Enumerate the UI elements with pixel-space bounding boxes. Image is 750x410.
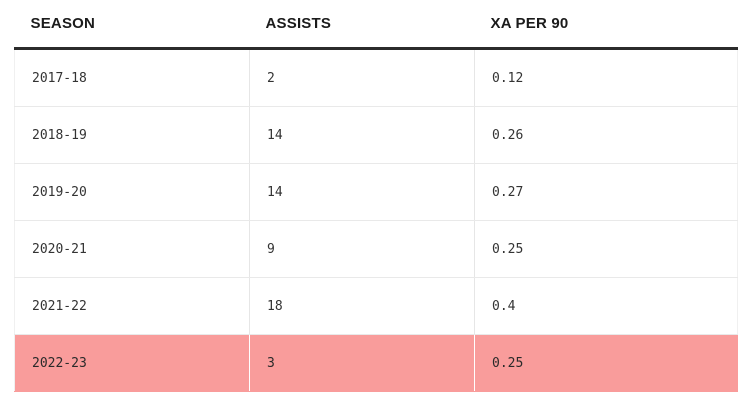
header-row: SEASON ASSISTS XA PER 90	[14, 0, 738, 50]
table-body: 2017-18 2 0.12 2018-19 14 0.26 2019-20 1…	[14, 48, 738, 392]
stats-table: SEASON ASSISTS XA PER 90 2017-18 2 0.12 …	[14, 0, 738, 392]
table-row: 2021-22 18 0.4	[14, 277, 738, 335]
table-row: 2018-19 14 0.26	[14, 106, 738, 164]
assists-cell: 18	[249, 277, 475, 335]
table-row: 2019-20 14 0.27	[14, 163, 738, 221]
season-cell: 2021-22	[14, 277, 250, 335]
highlighted-table-row: 2022-23 3 0.25	[14, 334, 738, 392]
season-cell: 2019-20	[14, 163, 250, 221]
assists-cell: 2	[249, 48, 475, 107]
assists-cell: 14	[249, 106, 475, 164]
season-cell: 2018-19	[14, 106, 250, 164]
xa-per-90-cell: 0.27	[474, 163, 738, 221]
table-row: 2017-18 2 0.12	[14, 48, 738, 107]
season-cell: 2017-18	[14, 48, 250, 107]
assists-cell: 3	[249, 334, 475, 392]
xa-per-90-cell: 0.25	[474, 334, 738, 392]
xa-per-90-cell: 0.4	[474, 277, 738, 335]
assists-cell: 9	[249, 220, 475, 278]
table-header: SEASON ASSISTS XA PER 90	[14, 0, 738, 50]
xa-per-90-cell: 0.25	[474, 220, 738, 278]
assists-column-header: ASSISTS	[249, 0, 475, 50]
season-cell: 2022-23	[14, 334, 250, 392]
xa-per-90-column-header: XA PER 90	[474, 0, 738, 50]
assists-cell: 14	[249, 163, 475, 221]
table-row: 2020-21 9 0.25	[14, 220, 738, 278]
season-cell: 2020-21	[14, 220, 250, 278]
xa-per-90-cell: 0.26	[474, 106, 738, 164]
season-column-header: SEASON	[14, 0, 250, 50]
xa-per-90-cell: 0.12	[474, 48, 738, 107]
